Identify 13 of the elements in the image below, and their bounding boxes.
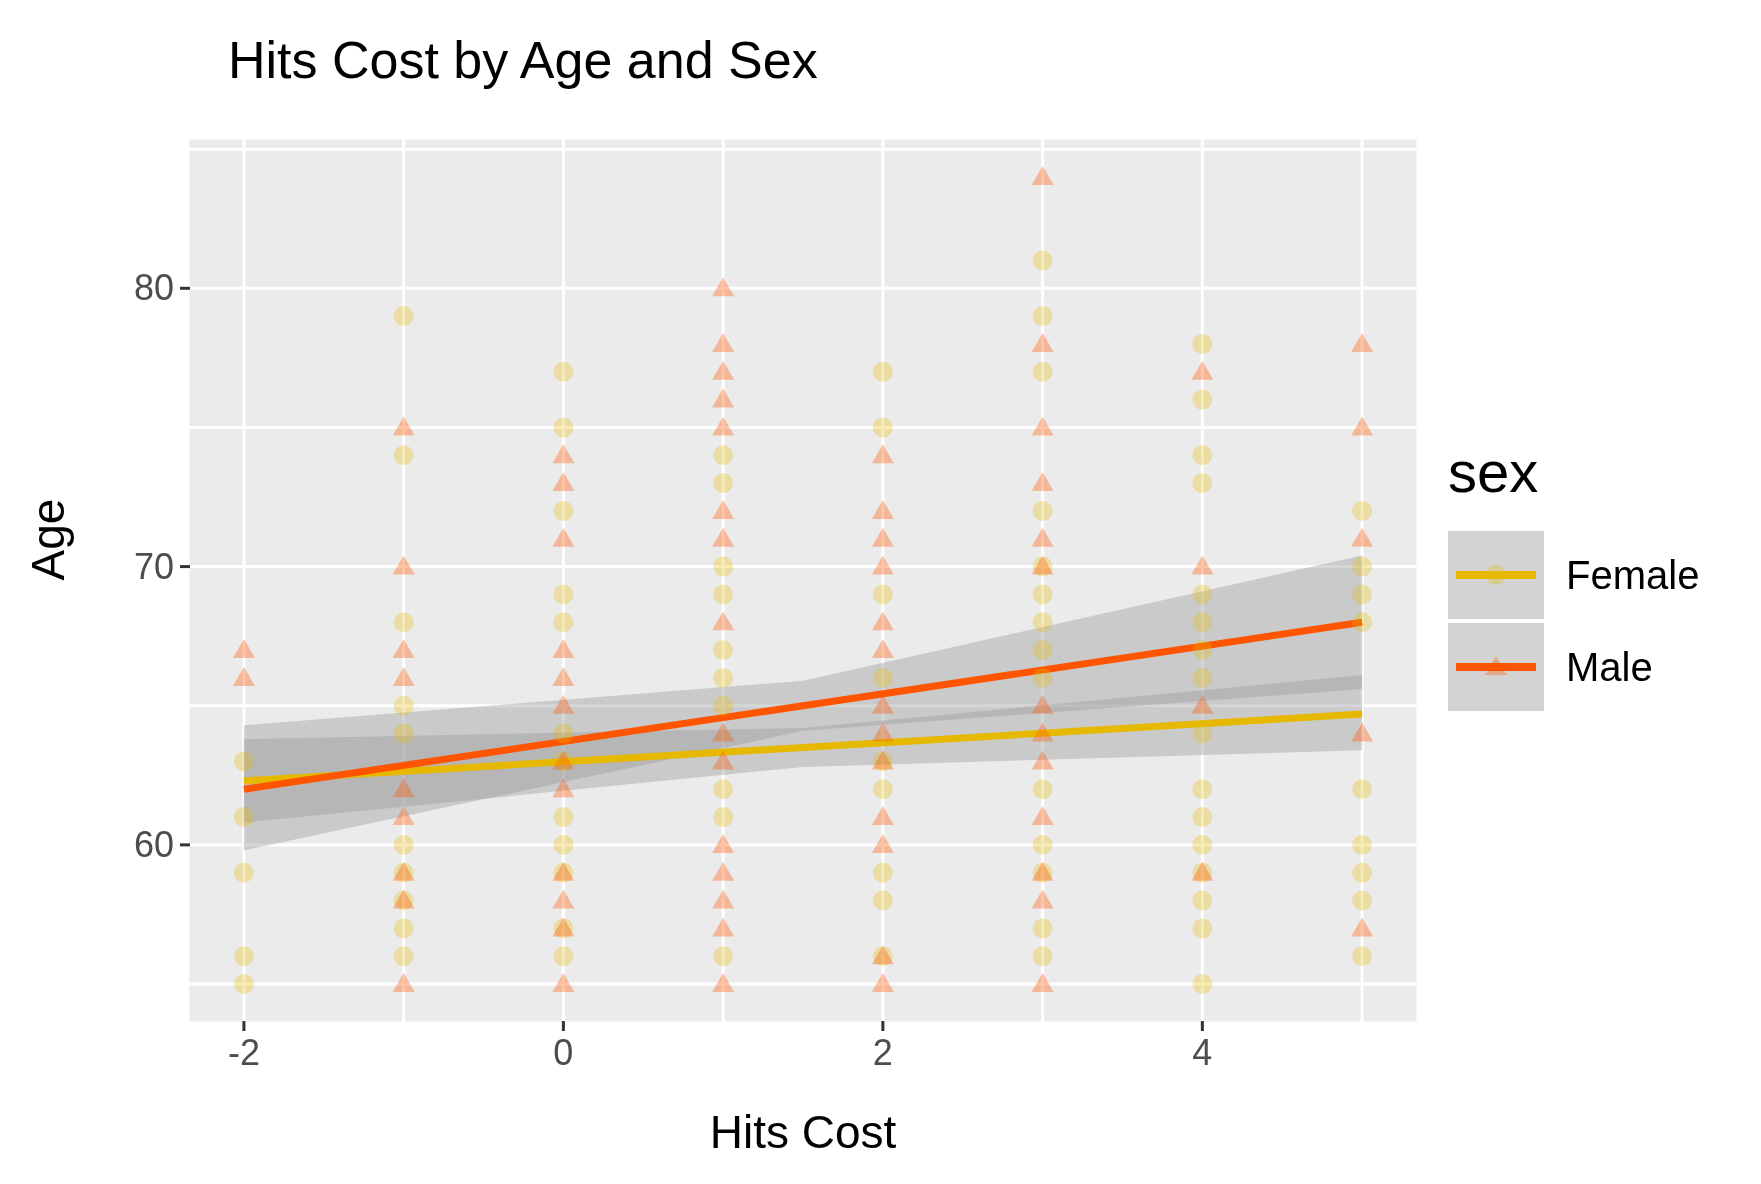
chart-title: Hits Cost by Age and Sex: [228, 30, 818, 90]
legend-title: sex: [1448, 438, 1540, 505]
legend-label: Female: [1566, 552, 1700, 598]
legend-label: Male: [1566, 644, 1653, 690]
x-tick-label: 2: [872, 1032, 893, 1073]
x-tick-label: -2: [227, 1032, 260, 1073]
y-tick-label: 70: [133, 545, 174, 587]
x-tick-label: 0: [553, 1032, 574, 1073]
x-axis-title: Hits Cost: [709, 1106, 897, 1158]
y-tick-label: 60: [133, 823, 174, 865]
x-tick-label: 4: [1192, 1032, 1213, 1073]
y-axis-title: Age: [22, 498, 75, 581]
y-tick-label: 80: [133, 267, 174, 309]
